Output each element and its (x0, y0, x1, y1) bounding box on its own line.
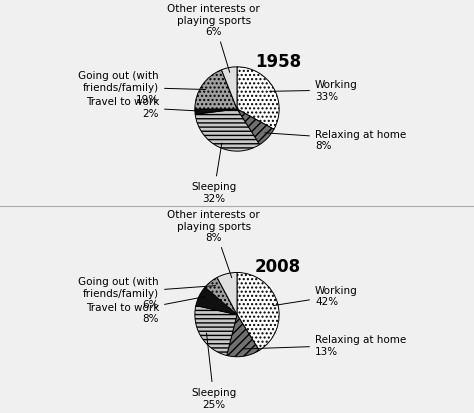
Wedge shape (195, 71, 237, 110)
Wedge shape (205, 278, 237, 315)
Wedge shape (237, 273, 279, 351)
Text: Going out (with
friends/family)
19%: Going out (with friends/family) 19% (78, 71, 206, 104)
Text: Travel to work
2%: Travel to work 2% (86, 97, 200, 119)
Wedge shape (196, 287, 237, 315)
Wedge shape (195, 110, 260, 152)
Wedge shape (217, 273, 237, 315)
Wedge shape (237, 110, 274, 145)
Text: Going out (with
friends/family)
6%: Going out (with friends/family) 6% (78, 276, 216, 309)
Text: 1958: 1958 (255, 52, 301, 70)
Wedge shape (237, 68, 279, 130)
Wedge shape (195, 110, 237, 115)
Text: Sleeping
25%: Sleeping 25% (191, 333, 237, 409)
Text: Relaxing at home
8%: Relaxing at home 8% (265, 129, 406, 151)
Text: Sleeping
32%: Sleeping 32% (191, 144, 237, 204)
Text: 2008: 2008 (255, 258, 301, 275)
Text: Relaxing at home
13%: Relaxing at home 13% (243, 335, 406, 356)
Wedge shape (221, 68, 237, 110)
Text: Working
42%: Working 42% (273, 285, 358, 307)
Wedge shape (195, 306, 237, 356)
Wedge shape (227, 315, 259, 357)
Text: Other interests or
playing sports
6%: Other interests or playing sports 6% (167, 4, 260, 73)
Text: Travel to work
8%: Travel to work 8% (86, 297, 205, 323)
Text: Other interests or
playing sports
8%: Other interests or playing sports 8% (167, 209, 260, 278)
Text: Working
33%: Working 33% (270, 80, 358, 102)
